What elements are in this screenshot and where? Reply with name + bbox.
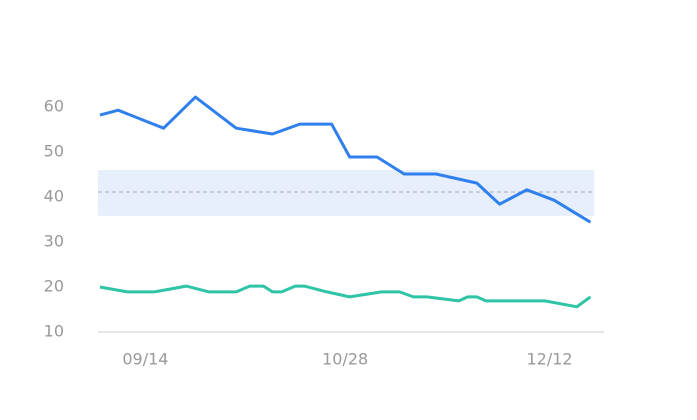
y-tick-label: 50: [44, 142, 64, 161]
y-tick-label: 20: [44, 277, 64, 296]
series-line: [99, 284, 592, 309]
y-tick-label: 30: [44, 232, 64, 251]
y-tick-label: 10: [44, 322, 64, 341]
y-tick-label: 40: [44, 187, 64, 206]
x-tick-label: 10/28: [322, 350, 368, 369]
series-line: [99, 95, 592, 224]
target-band: [98, 170, 595, 216]
y-tick-label: 60: [44, 97, 64, 116]
x-tick-label: 09/14: [122, 350, 168, 369]
x-tick-label: 12/12: [526, 350, 572, 369]
